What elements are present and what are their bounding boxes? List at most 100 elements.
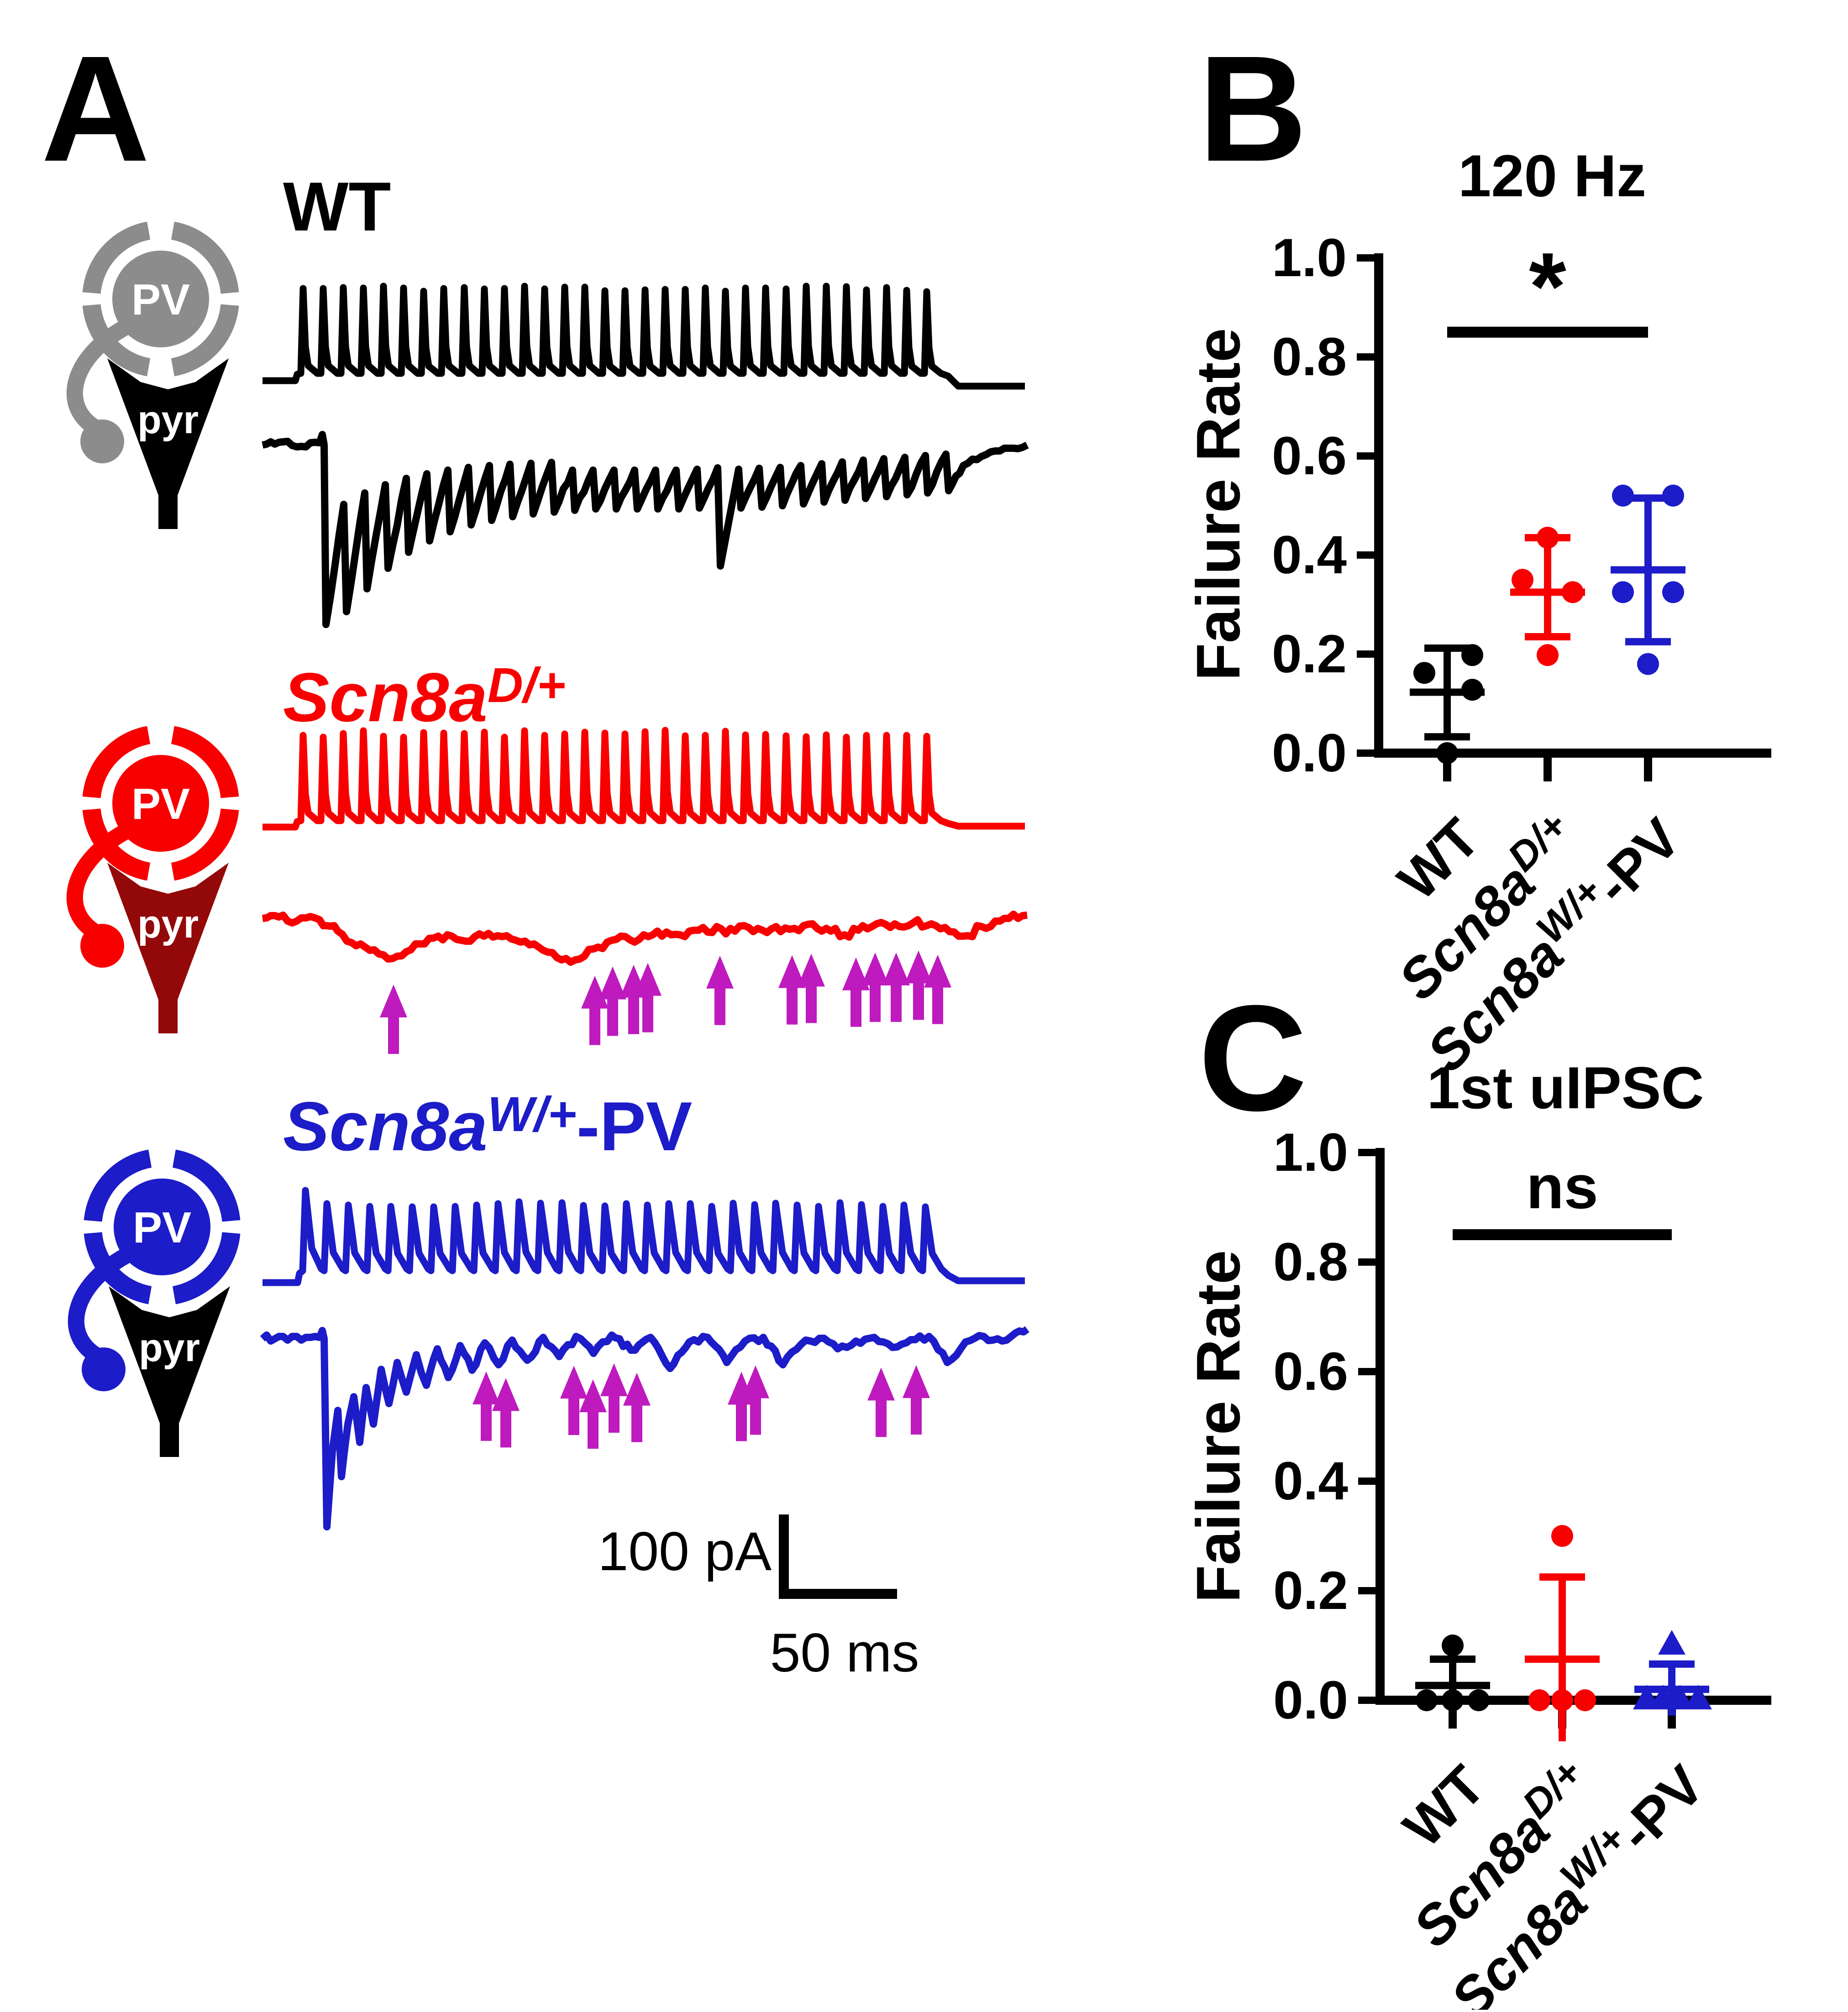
genotype-label: WT — [283, 168, 391, 246]
uipsc-trace — [262, 431, 1029, 628]
data-point-circle — [1574, 1689, 1596, 1711]
failure-arrow-icon — [798, 954, 825, 1023]
pv-dendrite-icon — [171, 726, 239, 799]
scalebar-amplitude-label: 100 pA — [598, 1521, 772, 1582]
pv-dendrite-icon — [172, 1231, 241, 1305]
data-point-circle — [1461, 644, 1483, 666]
pv-dendrite-icon — [82, 726, 151, 799]
failure-arrow-icon — [905, 950, 932, 1020]
failure-arrow-icon — [924, 954, 951, 1024]
pv-soma-icon — [112, 251, 209, 347]
uipsc-trace — [262, 911, 1028, 966]
y-tick-label: 0.0 — [1272, 723, 1347, 783]
panel-b-letter: B — [1198, 24, 1307, 193]
failure-arrow-icon — [634, 963, 662, 1032]
uipsc-trace — [260, 1326, 1029, 1530]
pv-spike-train-trace — [262, 1187, 1025, 1286]
synaptic-bouton-icon — [80, 924, 124, 968]
data-point-circle — [1442, 1635, 1464, 1656]
failure-arrow-icon — [472, 1371, 500, 1441]
data-point-triangle — [1685, 1685, 1712, 1709]
data-point-circle — [1551, 1689, 1573, 1711]
panel-a-group-scn8a-w-pv: Scn8aW/+-PV PV pyr — [68, 1086, 1029, 1530]
neuron-pair-icon: PV pyr — [66, 726, 239, 1033]
failure-arrow-icon — [742, 1365, 769, 1435]
pv-axon-icon — [66, 318, 133, 439]
pv-soma-icon — [112, 755, 209, 852]
failure-arrow-icon — [599, 966, 626, 1036]
y-tick-label: 0.2 — [1273, 1561, 1348, 1621]
significance-label: * — [1529, 233, 1566, 340]
data-point-circle — [1468, 1689, 1490, 1711]
y-tick-label: 0.6 — [1272, 426, 1347, 486]
scalebar-lines — [779, 1514, 897, 1599]
y-axis-title: Failure Rate — [1184, 328, 1253, 681]
neuron-pair-icon: PV pyr — [66, 221, 239, 529]
data-point-circle — [1637, 653, 1659, 675]
y-tick-label: 0.6 — [1273, 1341, 1348, 1402]
pyr-label: pyr — [137, 398, 199, 442]
genotype-label: Scn8aD/+ — [283, 657, 566, 736]
panel-a-letter: A — [41, 24, 150, 193]
failure-arrow-icon — [842, 957, 870, 1027]
failure-arrow-icon — [903, 1365, 930, 1435]
data-point-circle — [1551, 1525, 1573, 1547]
data-point-circle — [1612, 484, 1634, 507]
panel-a-group-wt: WT PV pyr — [66, 168, 1029, 628]
y-tick-label: 0.0 — [1273, 1670, 1348, 1730]
data-point-circle — [1612, 581, 1634, 603]
scalebar-time-label: 50 ms — [770, 1622, 919, 1683]
data-point-triangle — [1658, 1630, 1685, 1655]
failure-arrow-icon — [861, 952, 889, 1022]
neuron-pair-icon: PV pyr — [68, 1149, 241, 1457]
panel-c-letter: C — [1198, 974, 1307, 1142]
pv-axon-icon — [66, 823, 133, 943]
pv-dendrite-icon — [84, 1149, 152, 1222]
data-point-circle — [1528, 1689, 1550, 1711]
pv-dendrite-icon — [171, 808, 239, 881]
genotype-label: Scn8aW/+-PV — [283, 1086, 692, 1165]
pv-spike-train-trace — [262, 283, 1025, 390]
scalebar: 100 pA 50 ms — [598, 1514, 919, 1683]
panel-a-group-scn8a-d: Scn8aD/+ PV pyr — [66, 657, 1028, 1054]
y-tick-label: 0.8 — [1272, 327, 1347, 387]
pv-dendrite-icon — [171, 221, 239, 294]
data-point-circle — [1512, 569, 1533, 591]
pv-soma-icon — [114, 1179, 210, 1275]
failure-arrow-icon — [492, 1378, 520, 1448]
failure-arrow-icon — [882, 952, 910, 1022]
data-point-circle — [1442, 1689, 1464, 1711]
pv-label: PV — [131, 780, 190, 828]
pyr-soma-icon — [107, 863, 229, 1033]
significance-label: ns — [1526, 1153, 1598, 1221]
failure-arrow-icon — [706, 955, 734, 1025]
failure-arrow-icon — [867, 1368, 895, 1437]
data-point-circle — [1436, 742, 1458, 764]
pv-dendrite-icon — [171, 304, 239, 377]
failure-arrow-icon — [600, 1363, 628, 1433]
chart-title: 120 Hz — [1458, 142, 1646, 209]
chart-title: 1st uIPSC — [1427, 1054, 1704, 1121]
data-point-triangle — [1666, 1685, 1694, 1709]
pv-label: PV — [133, 1203, 191, 1252]
data-point-circle — [1461, 679, 1483, 701]
y-axis-title: Failure Rate — [1184, 1250, 1253, 1603]
pyr-label: pyr — [137, 902, 199, 946]
failure-arrow-icon — [778, 955, 806, 1025]
data-point-circle — [1416, 1689, 1438, 1711]
data-point-circle — [1562, 581, 1584, 603]
pv-dendrite-icon — [82, 221, 151, 294]
data-point-circle — [1662, 484, 1684, 507]
data-point-circle — [1537, 527, 1559, 549]
synaptic-bouton-icon — [82, 1347, 126, 1391]
y-tick-label: 0.4 — [1272, 525, 1347, 585]
synaptic-bouton-icon — [80, 419, 124, 463]
y-tick-label: 0.8 — [1273, 1232, 1348, 1292]
data-point-circle — [1662, 581, 1684, 603]
pv-label: PV — [131, 275, 190, 324]
y-tick-label: 1.0 — [1272, 228, 1347, 288]
failure-arrow-icon — [579, 1379, 607, 1449]
y-tick-label: 0.4 — [1273, 1451, 1348, 1511]
failure-arrow-icon — [623, 1373, 651, 1442]
failure-arrow-icon — [560, 1365, 588, 1435]
